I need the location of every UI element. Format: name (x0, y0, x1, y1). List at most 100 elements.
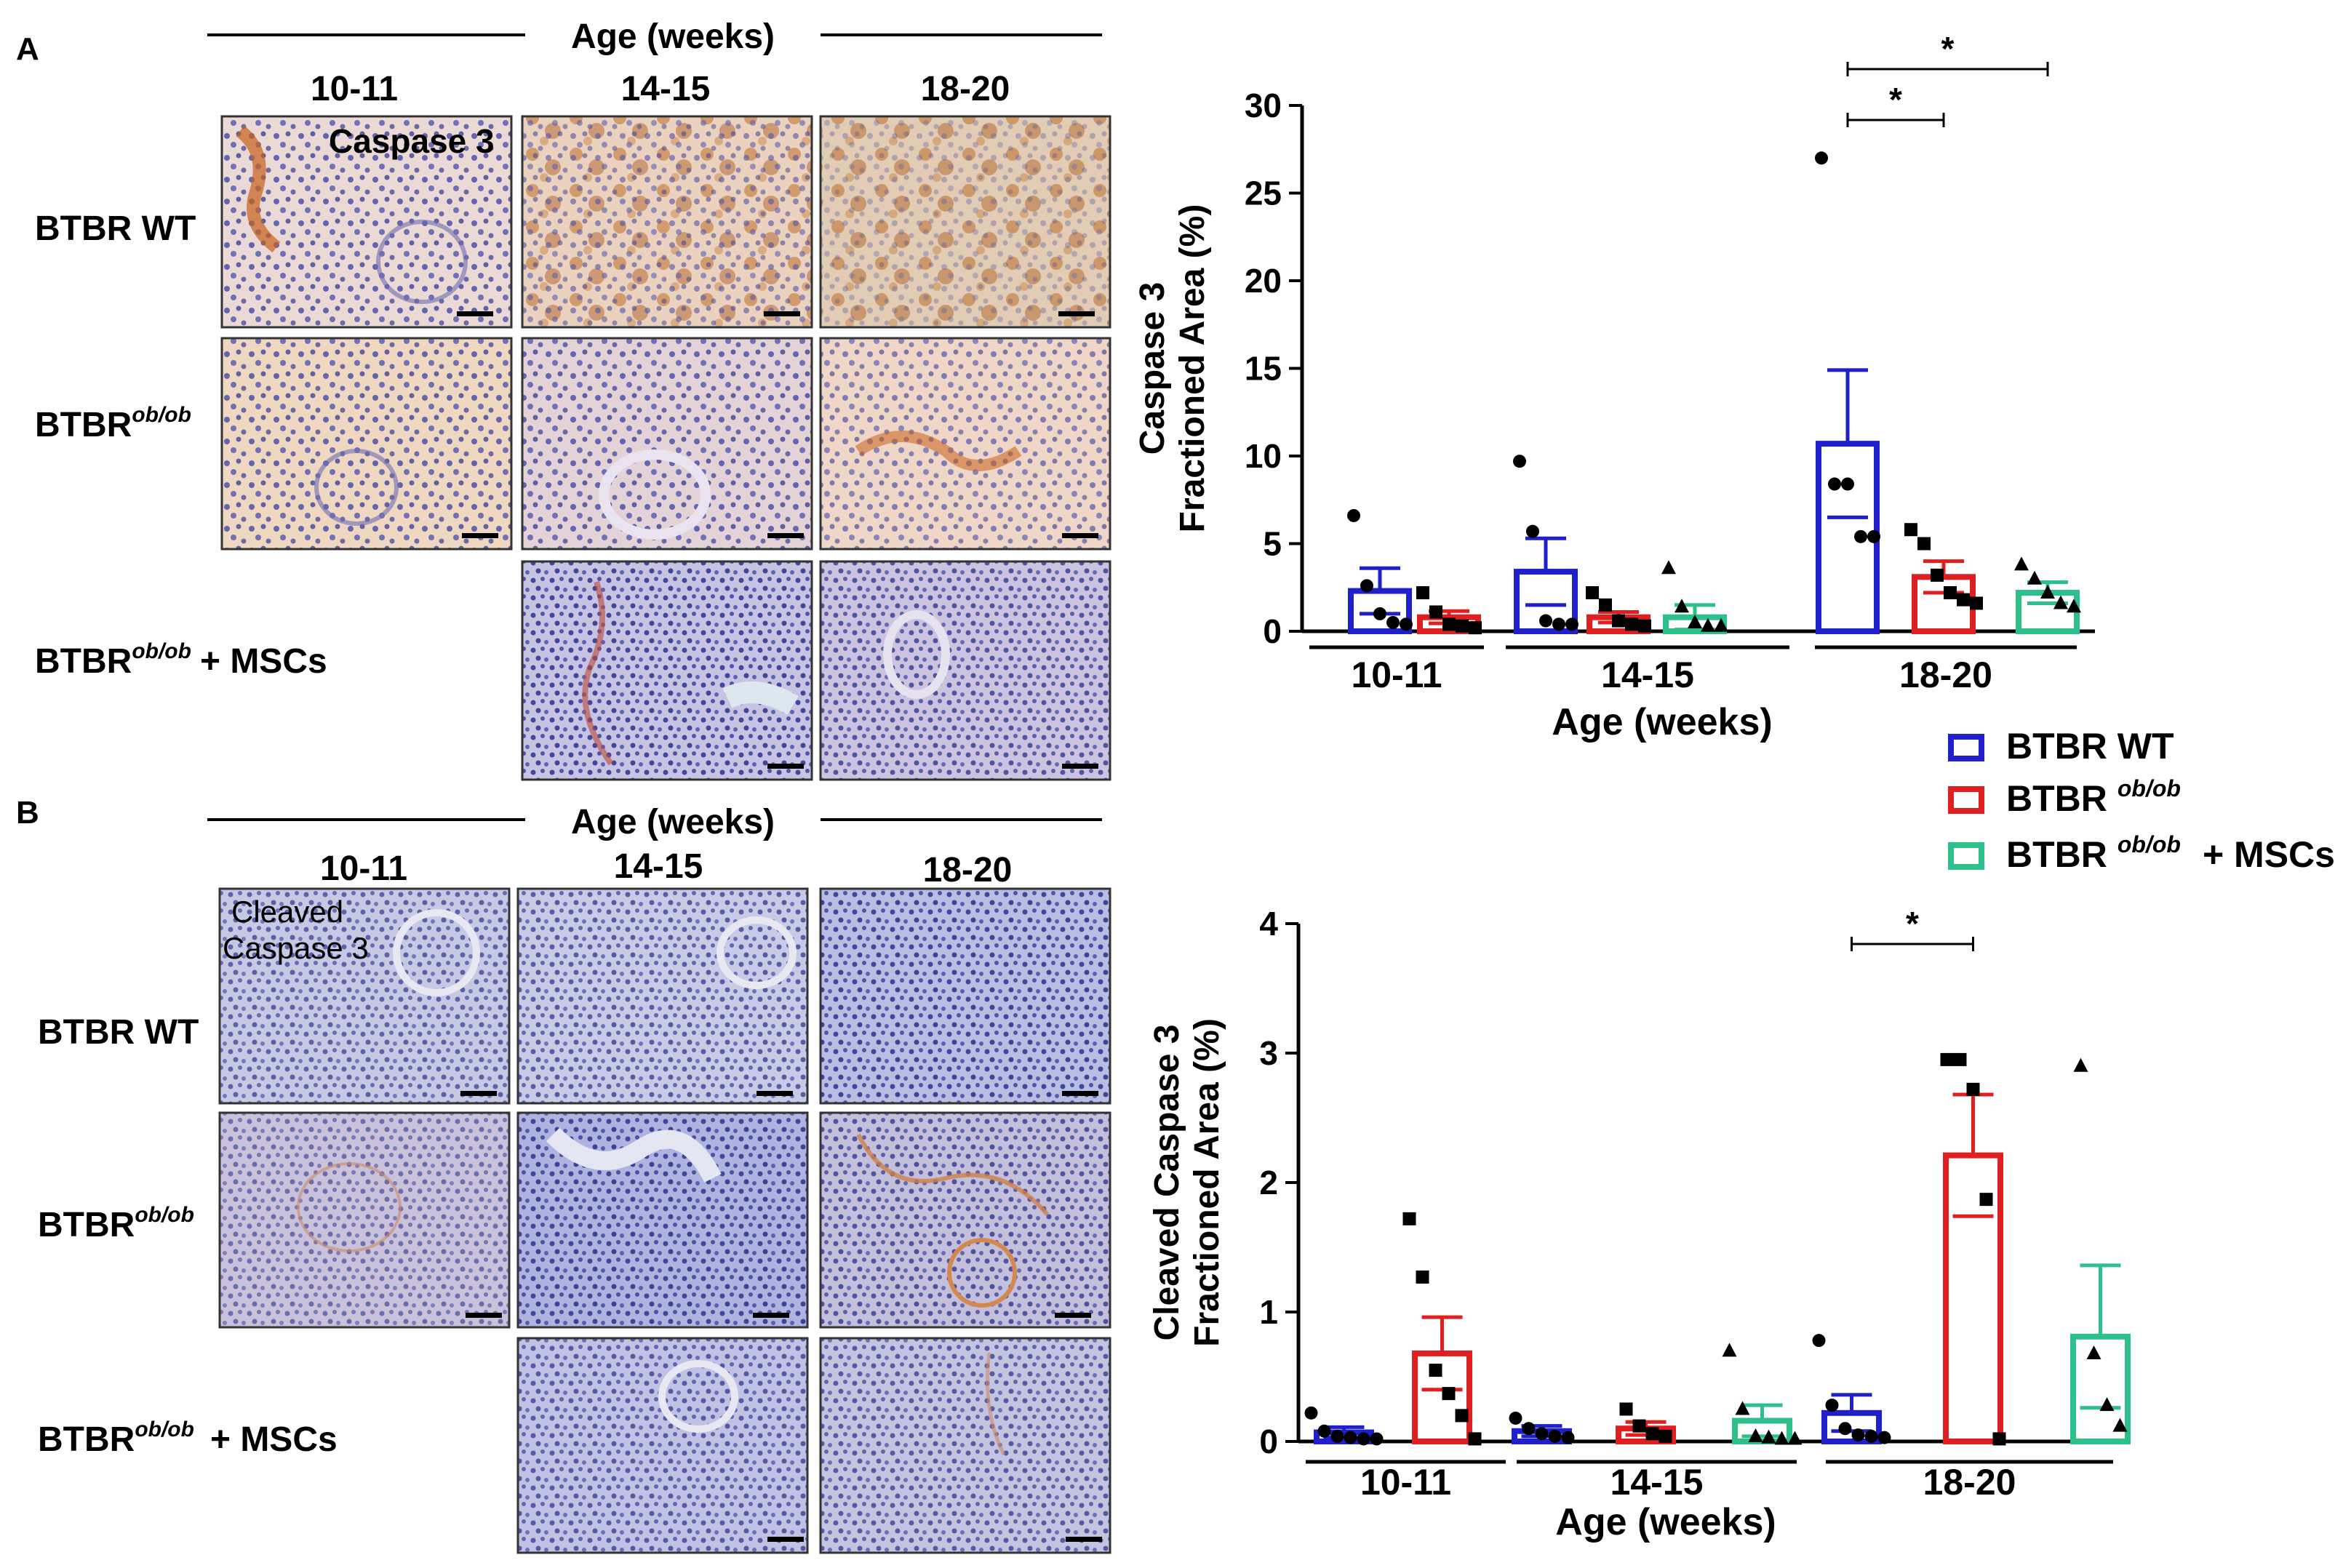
data-point (2014, 556, 2029, 571)
scale-bar (1062, 764, 1098, 769)
scale-bar (462, 533, 498, 538)
data-point (1370, 1432, 1384, 1446)
data-point (1456, 619, 1469, 633)
histology-image-a-obob-10-11 (220, 337, 513, 551)
data-point (1957, 593, 1970, 607)
data-point (1386, 615, 1400, 629)
y-axis-label-line1: Cleaved Caspase 3 (1148, 1025, 1186, 1341)
group-label: 10-11 (1360, 1462, 1451, 1503)
scale-bar (757, 1091, 793, 1096)
scale-bar (1055, 1313, 1091, 1318)
histology-image-a-mscs-18-20 (819, 560, 1111, 781)
y-axis-label-line2: Fractioned Area (%) (1173, 204, 1212, 533)
histology-image-b-obob-14-15 (516, 1111, 809, 1329)
panel-b-col-14-15: 14-15 (614, 847, 703, 886)
significance-star: * (1941, 30, 1955, 68)
data-point (1357, 1432, 1370, 1446)
data-point (1330, 1429, 1344, 1443)
scale-bar (753, 1313, 789, 1318)
legend-swatch (1948, 734, 1984, 761)
data-point (1761, 1429, 1776, 1444)
group-label: 10-11 (1351, 655, 1442, 695)
scale-bar (1062, 533, 1098, 538)
chart-cleaved-caspase3: 0 1 2 3 4 Cleaved Caspase 3 Fractioned Area (%… (1148, 905, 2131, 1543)
panel-b-images: B Age (weeks) 10-11 14-15 18-20 BTBR WT … (16, 795, 1111, 1554)
data-point (1625, 617, 1638, 631)
data-point (1429, 605, 1442, 619)
group-label: 14-15 (1610, 1462, 1704, 1503)
group-label: 14-15 (1601, 655, 1694, 695)
histology-image-a-wt-10-11: Caspase 3 (220, 115, 513, 329)
data-point (2040, 584, 2055, 599)
histology-image-b-mscs-18-20 (819, 1337, 1111, 1554)
stain-label-cleaved: Cleaved (231, 895, 343, 929)
panel-b-row-wt: BTBR WT (38, 1013, 199, 1052)
scale-bar (1066, 1537, 1102, 1542)
data-point (1812, 1334, 1826, 1348)
data-point (1468, 1432, 1482, 1446)
data-point (1429, 1364, 1442, 1377)
data-point (1561, 1431, 1575, 1444)
data-point (1877, 1431, 1891, 1444)
data-point (1416, 1270, 1429, 1284)
data-point (1904, 523, 1917, 537)
panel-a-header: Age (weeks) (571, 17, 775, 56)
data-point (1735, 1401, 1750, 1415)
data-point (1469, 621, 1482, 635)
panel-b-col-10-11: 10-11 (320, 849, 407, 888)
data-point (1612, 614, 1625, 628)
stain-label-caspase3-b: Caspase 3 (223, 931, 369, 965)
data-point (1400, 617, 1413, 631)
histology-image-a-mscs-14-15 (521, 560, 813, 781)
legend-swatch (1948, 786, 1984, 814)
scale-bar (1062, 1091, 1098, 1096)
data-point (1373, 607, 1386, 620)
panel-a-col-10-11: 10-11 (311, 70, 398, 108)
data-point (1815, 151, 1828, 165)
panel-b-letter: B (16, 795, 39, 831)
data-point (1304, 1406, 1318, 1420)
scale-bar (767, 533, 804, 538)
data-point (2067, 599, 2081, 613)
data-point (1455, 1409, 1469, 1423)
data-point (1675, 599, 1689, 613)
histology-image-b-wt-10-11: Cleaved Caspase 3 (218, 887, 511, 1105)
data-point (1722, 1343, 1737, 1357)
data-point (1659, 1429, 1672, 1443)
y-tick-label: 0 (1263, 612, 1282, 650)
histology-image-b-wt-18-20 (819, 887, 1111, 1105)
panel-b-header: Age (weeks) (571, 803, 775, 841)
histology-image-a-wt-18-20 (819, 115, 1111, 329)
data-point (1917, 537, 1931, 551)
y-tick-label: 25 (1245, 175, 1282, 212)
y-tick-label: 4 (1259, 905, 1278, 943)
data-point (1992, 1432, 2006, 1446)
scale-bar (466, 1313, 502, 1318)
histology-image-a-wt-14-15 (521, 115, 813, 329)
panel-a-row-obob: BTBRob/ob (35, 403, 191, 444)
data-point (1828, 477, 1841, 491)
data-point (1867, 529, 1880, 543)
panel-a-images: A Age (weeks) 10-11 14-15 18-20 BTBR WT … (16, 17, 1111, 781)
scale-bar (457, 311, 493, 316)
data-point (1645, 1427, 1659, 1441)
data-point (1513, 455, 1526, 468)
data-point (1416, 585, 1429, 599)
panel-b-col-18-20: 18-20 (923, 851, 1013, 889)
y-axis-label-line2: Fractioned Area (%) (1188, 1018, 1226, 1347)
data-point (1940, 1052, 1954, 1066)
data-point (1535, 1427, 1549, 1441)
significance-star: * (1889, 81, 1902, 119)
panel-a-row-obob-mscs: BTBRob/ob + MSCs (35, 639, 327, 681)
data-point (1701, 617, 1715, 632)
y-tick-label: 3 (1259, 1034, 1278, 1072)
data-point (1774, 1431, 1789, 1445)
data-point (1552, 617, 1565, 631)
group-label: 18-20 (1899, 655, 1992, 695)
data-point (1661, 560, 1676, 575)
data-point (1714, 617, 1728, 632)
legend: BTBR WT BTBR ob/ob BTBR ob/ob + MSCs (1948, 726, 2335, 875)
data-point (1787, 1431, 1803, 1445)
data-point (1526, 524, 1539, 538)
